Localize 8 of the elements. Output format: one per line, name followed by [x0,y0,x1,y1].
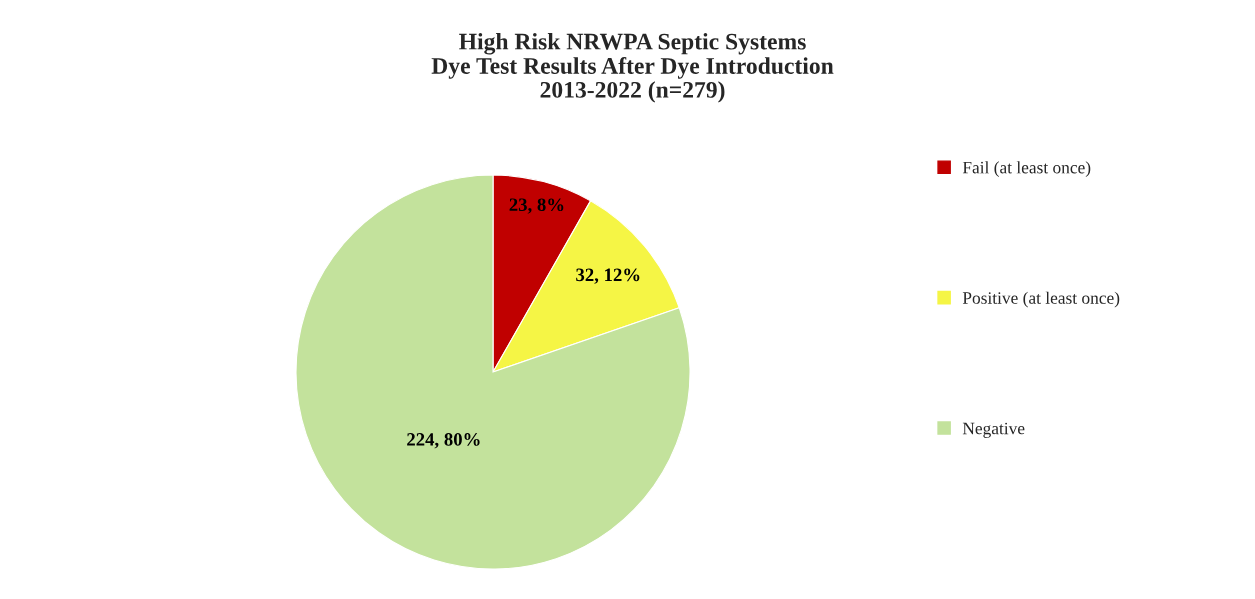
data-label: 32, 12% [576,268,640,284]
pie-slice [295,174,691,570]
legend-label: Fail (at least once) [962,161,1091,177]
chart-title: High Risk NRWPA Septic Systems Dye Test Results After Dye Introduction 2013-2022 (n=279) [431,32,834,103]
data-label: 23, 8% [509,198,564,214]
data-label: 224, 80% [407,433,480,449]
legend-label: Negative [962,422,1025,438]
legend-label: Positive (at least once) [962,291,1120,308]
